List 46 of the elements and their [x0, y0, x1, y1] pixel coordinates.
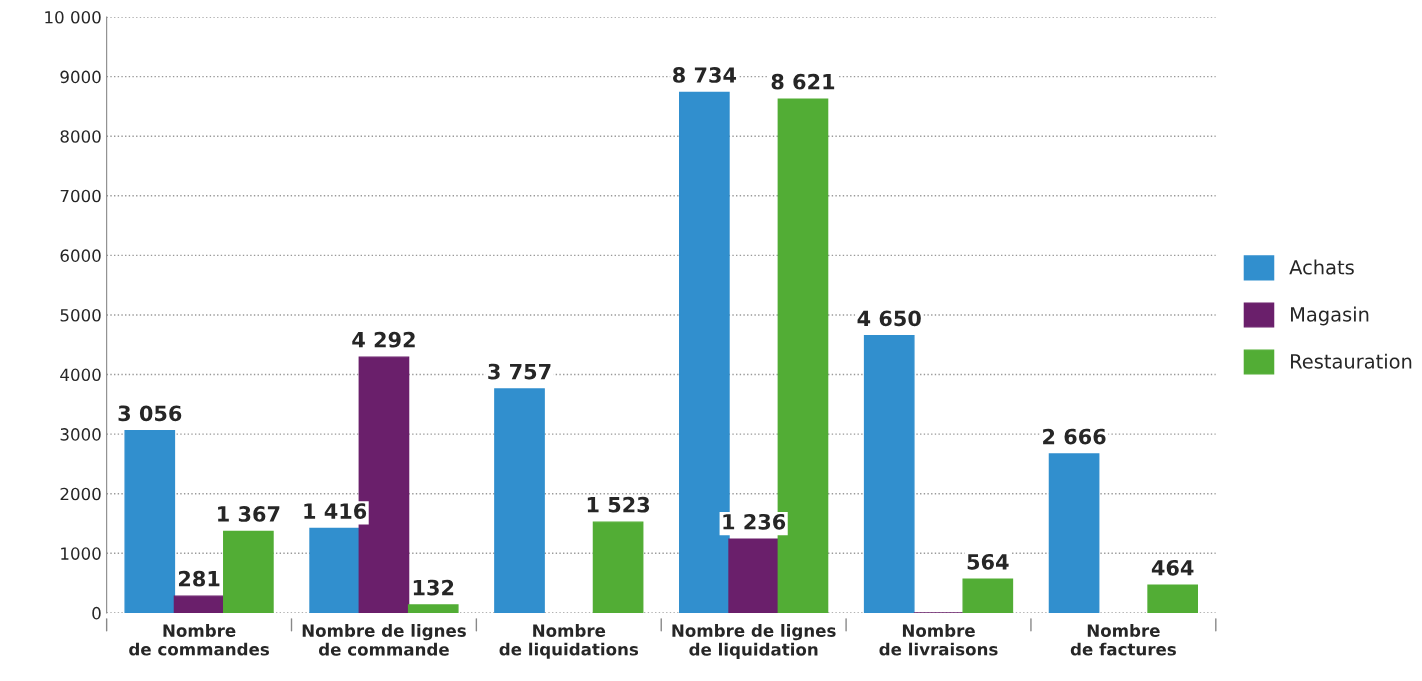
x-tick-label: Nombre de liquidations	[499, 624, 639, 659]
data-label: 132	[413, 579, 454, 596]
bar	[407, 604, 459, 613]
y-tick-label: 8000	[60, 130, 101, 143]
y-tick-label: 5000	[60, 308, 101, 322]
data-label: 2 666	[1043, 428, 1106, 445]
legend-label: Magasin	[1291, 306, 1369, 326]
data-label: 1 236	[723, 513, 786, 530]
data-label: 1 416	[304, 503, 367, 519]
x-tick-label: Nombre de lignes de commande	[302, 624, 466, 656]
legend-label: Restauration	[1291, 353, 1412, 369]
y-tick-label: 9000	[60, 70, 101, 84]
y-tick-label: 10 000	[45, 10, 101, 24]
bar	[223, 530, 274, 613]
data-label: 464	[1151, 559, 1194, 576]
data-label: 3 757	[488, 363, 551, 380]
bar	[863, 335, 915, 613]
y-tick-label: 3000	[60, 428, 101, 441]
bar	[962, 578, 1014, 613]
y-tick-label: 0	[92, 606, 101, 620]
data-label: 1 523	[587, 496, 650, 513]
y-tick-label: 6000	[60, 249, 101, 262]
data-label: 4 292	[352, 331, 415, 348]
bar	[494, 388, 545, 613]
x-tick-label: Nombre de lignes de liquidation	[672, 624, 836, 659]
data-label: 281	[178, 570, 220, 587]
bar	[1147, 584, 1199, 613]
x-tick-label: Nombre de livraisons	[879, 624, 998, 656]
data-label: 1 367	[218, 506, 280, 522]
y-tick-label: 4000	[60, 368, 101, 382]
x-tick-label: Nombre de commandes	[129, 624, 269, 656]
data-label: 3 056	[118, 405, 182, 422]
data-label: 8 621	[771, 73, 835, 90]
bar	[124, 430, 176, 613]
bar	[1048, 453, 1100, 613]
y-tick-label: 7000	[60, 189, 101, 203]
y-tick-label: 2000	[60, 487, 101, 501]
data-label: 8 734	[673, 67, 737, 83]
data-label: 4 650	[857, 310, 921, 327]
bar	[592, 521, 644, 613]
y-tick-label: 1000	[61, 547, 101, 560]
x-tick-label: Nombre de factures	[1070, 624, 1176, 656]
bar	[309, 527, 360, 613]
bar	[173, 595, 225, 613]
data-label: 564	[967, 553, 1009, 570]
legend-label: Achats	[1289, 259, 1354, 275]
